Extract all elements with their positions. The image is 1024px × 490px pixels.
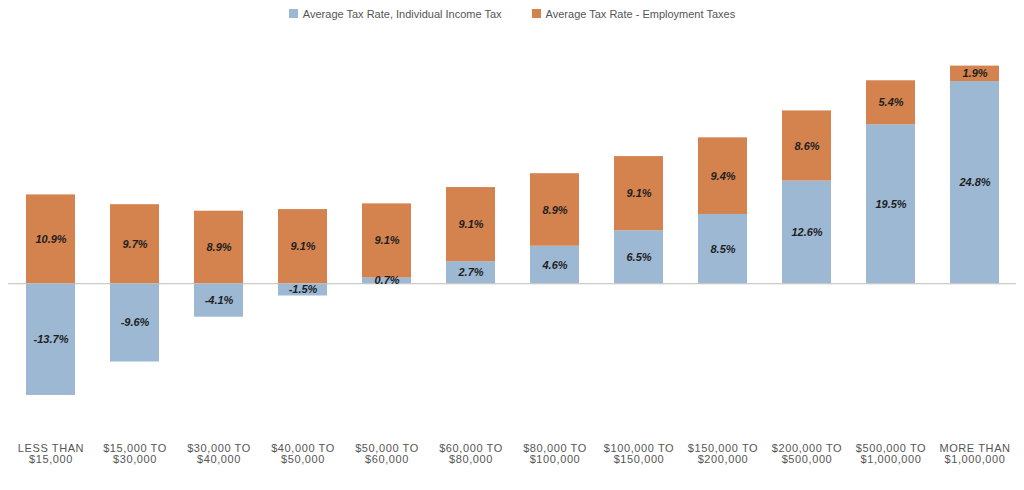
- svg-text:9.1%: 9.1%: [458, 218, 483, 230]
- svg-text:9.1%: 9.1%: [626, 187, 651, 199]
- svg-text:9.1%: 9.1%: [290, 240, 315, 252]
- svg-text:-4.1%: -4.1%: [205, 294, 234, 306]
- svg-text:9.4%: 9.4%: [710, 170, 735, 182]
- svg-text:MORE THAN$1,000,000: MORE THAN$1,000,000: [939, 442, 1010, 465]
- svg-text:6.5%: 6.5%: [626, 251, 651, 263]
- svg-text:$40,000 TO$50,000: $40,000 TO$50,000: [271, 442, 335, 465]
- html-text:Average Tax Rate - Employment: Average Tax Rate - Employment Taxes: [545, 7, 736, 20]
- svg-text:8.5%: 8.5%: [710, 243, 735, 255]
- svg-text:$80,000 TO$100,000: $80,000 TO$100,000: [523, 442, 587, 465]
- svg-text:$100,000 TO$150,000: $100,000 TO$150,000: [604, 442, 674, 465]
- svg-text:5.4%: 5.4%: [878, 96, 903, 108]
- svg-text:$60,000 TO$80,000: $60,000 TO$80,000: [439, 442, 503, 465]
- svg-text:$15,000 TO$30,000: $15,000 TO$30,000: [103, 442, 167, 465]
- svg-text:$30,000 TO$40,000: $30,000 TO$40,000: [187, 442, 251, 465]
- html-text:Average Tax Rate, Individual I: Average Tax Rate, Individual Income Tax: [302, 7, 502, 20]
- svg-text:9.1%: 9.1%: [374, 234, 399, 246]
- svg-text:1.9%: 1.9%: [962, 67, 987, 79]
- svg-text:-13.7%: -13.7%: [34, 333, 69, 345]
- svg-text:$50,000 TO$60,000: $50,000 TO$60,000: [355, 442, 419, 465]
- svg-text:8.6%: 8.6%: [794, 140, 819, 152]
- svg-text:4.6%: 4.6%: [541, 259, 567, 271]
- svg-text:$200,000 TO$500,000: $200,000 TO$500,000: [772, 442, 842, 465]
- svg-text:10.9%: 10.9%: [35, 233, 66, 245]
- svg-text:9.7%: 9.7%: [122, 238, 147, 250]
- svg-text:0.7%: 0.7%: [374, 274, 399, 286]
- svg-text:12.6%: 12.6%: [791, 226, 822, 238]
- svg-text:19.5%: 19.5%: [875, 198, 906, 210]
- svg-text:LESS THAN$15,000: LESS THAN$15,000: [18, 442, 84, 465]
- svg-text:8.9%: 8.9%: [542, 204, 567, 216]
- svg-text:$150,000 TO$200,000: $150,000 TO$200,000: [688, 442, 758, 465]
- svg-text:8.9%: 8.9%: [206, 241, 231, 253]
- svg-text:$500,000 TO$1,000,000: $500,000 TO$1,000,000: [856, 442, 926, 465]
- svg-text:24.8%: 24.8%: [958, 176, 990, 188]
- svg-text:-9.6%: -9.6%: [121, 316, 150, 328]
- svg-text:2.7%: 2.7%: [457, 266, 483, 278]
- svg-text:-1.5%: -1.5%: [289, 283, 318, 295]
